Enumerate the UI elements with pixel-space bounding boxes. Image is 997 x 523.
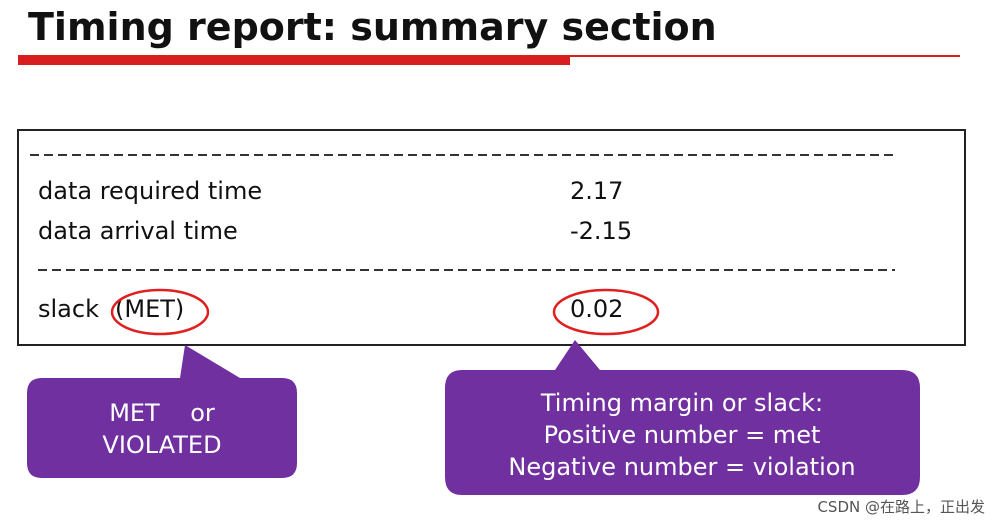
title: Timing report: summary section bbox=[28, 5, 717, 49]
callout-text: MET or bbox=[109, 399, 215, 427]
callout-text: Positive number = met bbox=[544, 421, 821, 449]
highlight-ellipse bbox=[110, 288, 210, 336]
row-value: 2.17 bbox=[570, 177, 623, 205]
callout bbox=[445, 340, 920, 495]
report-box bbox=[17, 129, 966, 346]
callout-text: Timing margin or slack: bbox=[540, 389, 823, 417]
highlight-ellipse bbox=[552, 288, 660, 336]
title-underline bbox=[18, 55, 570, 65]
slack-status: (MET) bbox=[115, 295, 184, 323]
slack-value: 0.02 bbox=[570, 295, 623, 323]
slack-label: slack bbox=[38, 295, 99, 323]
row-label: data required time bbox=[38, 177, 262, 205]
watermark: CSDN @在路上，正出发 bbox=[817, 498, 985, 516]
row-label: data arrival time bbox=[38, 217, 238, 245]
callout bbox=[27, 345, 297, 478]
callout-text: Negative number = violation bbox=[508, 453, 855, 481]
row-value: -2.15 bbox=[570, 217, 632, 245]
callout-text: VIOLATED bbox=[102, 431, 221, 459]
